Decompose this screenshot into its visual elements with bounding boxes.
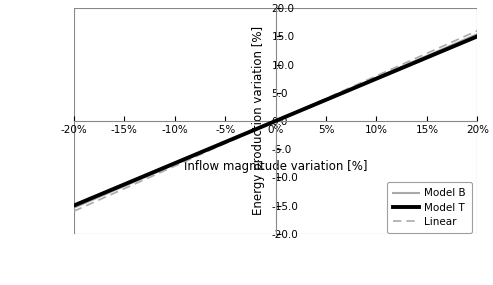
Model B: [71, 206, 77, 209]
Linear: [474, 29, 480, 32]
Model T: [465, 39, 471, 42]
X-axis label: Inflow magnitude variation [%]: Inflow magnitude variation [%]: [184, 160, 367, 173]
Model T: [311, 103, 317, 107]
Line: Model B: Model B: [74, 34, 477, 208]
Model B: [465, 36, 471, 40]
Model B: [263, 124, 269, 127]
Linear: [263, 124, 269, 127]
Linear: [311, 102, 317, 105]
Line: Linear: Linear: [74, 31, 477, 211]
Legend: Model B, Model T, Linear: Model B, Model T, Linear: [387, 182, 472, 233]
Model T: [71, 204, 77, 207]
Model B: [474, 32, 480, 36]
Y-axis label: Energy production variation [%]: Energy production variation [%]: [251, 27, 265, 215]
Linear: [465, 33, 471, 37]
Model B: [265, 123, 271, 126]
Model B: [289, 112, 295, 115]
Model T: [474, 35, 480, 38]
Model T: [263, 123, 269, 127]
Linear: [265, 123, 271, 126]
Linear: [289, 112, 295, 115]
Linear: [402, 62, 408, 65]
Model B: [311, 103, 317, 106]
Linear: [71, 209, 77, 213]
Line: Model T: Model T: [74, 36, 477, 205]
Model T: [402, 65, 408, 69]
Model T: [265, 123, 271, 126]
Model T: [289, 112, 295, 116]
Model B: [402, 64, 408, 67]
